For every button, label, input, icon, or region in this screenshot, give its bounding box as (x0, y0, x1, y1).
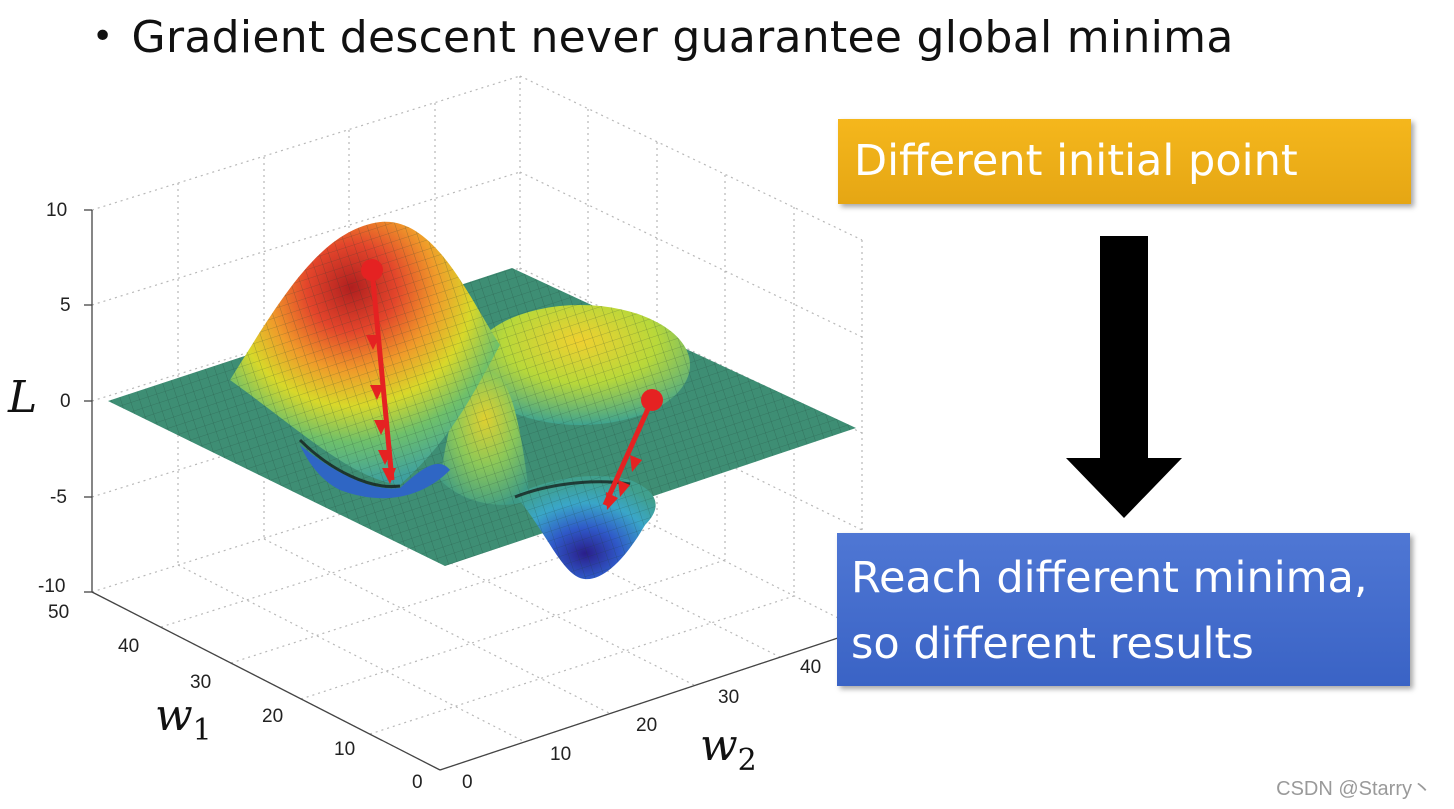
arrowhead (382, 468, 396, 484)
different-minima-line2: so different results (851, 619, 1254, 669)
arrowhead (366, 335, 380, 350)
start-point-left (361, 259, 383, 281)
arrowhead (606, 492, 618, 510)
arrowhead (370, 385, 384, 400)
w2-axis-label: w2 (700, 720, 757, 778)
different-minima-box: Reach different minima, so different res… (837, 533, 1410, 686)
down-arrow-icon (1066, 236, 1182, 518)
w2-tick: 10 (550, 744, 571, 765)
w2-tick: 30 (718, 687, 739, 708)
initial-point-text: Different initial point (854, 136, 1298, 186)
z-tick: 5 (60, 295, 71, 316)
different-minima-line1: Reach different minima, (851, 553, 1368, 603)
descent-path-left (369, 269, 395, 481)
z-axis-label: L (8, 372, 38, 423)
watermark: CSDN @Starry丶 (1276, 778, 1432, 800)
w1-tick: 50 (48, 602, 69, 623)
z-tick: -10 (38, 576, 65, 597)
descent-paths (361, 259, 663, 510)
w1-tick: 10 (334, 739, 355, 760)
arrowhead (374, 420, 388, 435)
w2-tick: 0 (462, 772, 473, 793)
arrowhead (618, 480, 630, 497)
slide-title: • Gradient descent never guarantee global… (92, 12, 1234, 63)
w1-axis-label: w1 (155, 690, 212, 748)
initial-point-box: Different initial point (838, 119, 1411, 204)
w2-tick: 40 (800, 657, 821, 678)
loss-surface-plot: 10 5 0 -5 -10 50 40 30 20 10 0 0 10 20 3… (38, 75, 863, 793)
descent-path-right (602, 398, 655, 507)
w1-tick: 0 (412, 772, 423, 793)
axis-lines (84, 209, 863, 771)
w2-tick: 20 (636, 715, 657, 736)
loss-surface (108, 221, 856, 580)
z-tick: 0 (60, 391, 71, 412)
arrowhead (630, 455, 642, 472)
z-tick: 10 (46, 200, 67, 221)
w1-tick: 40 (118, 636, 139, 657)
start-point-right (641, 389, 663, 411)
w2-tick-labels: 0 10 20 30 40 (462, 657, 821, 793)
w1-tick: 30 (190, 672, 211, 693)
z-tick: -5 (50, 487, 67, 508)
w1-tick: 20 (262, 706, 283, 727)
w1-tick-labels: 50 40 30 20 10 0 (48, 602, 423, 793)
bullet-icon: • (92, 16, 114, 57)
z-tick-labels: 10 5 0 -5 -10 (38, 200, 71, 597)
arrowhead (378, 450, 392, 465)
